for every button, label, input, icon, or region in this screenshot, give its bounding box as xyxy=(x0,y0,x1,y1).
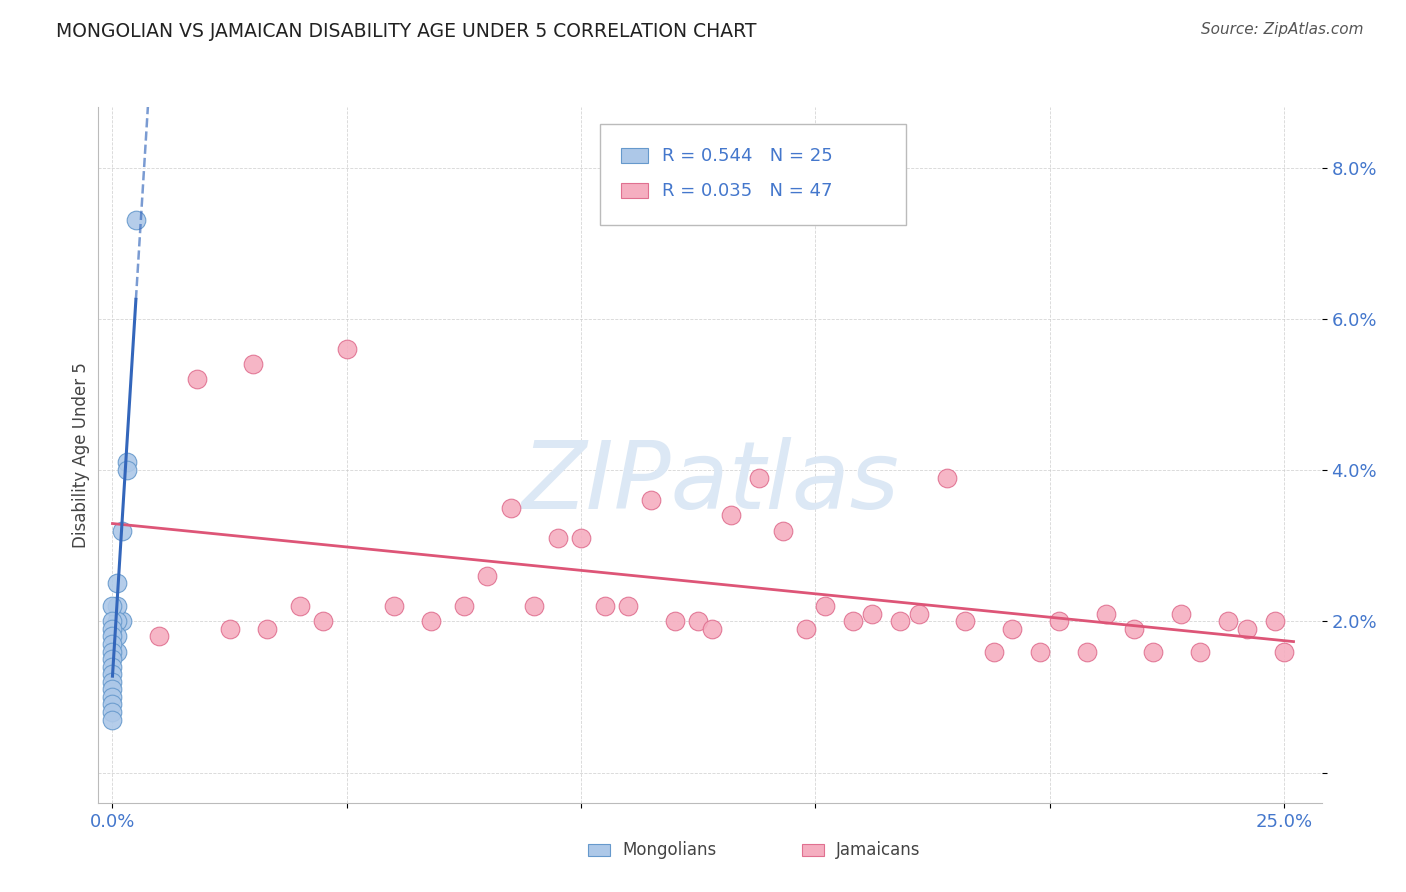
Point xyxy=(569,531,592,545)
Point xyxy=(1216,615,1239,629)
Point xyxy=(101,615,124,629)
Point xyxy=(288,599,311,614)
Point xyxy=(382,599,405,614)
Point xyxy=(889,615,911,629)
Point xyxy=(101,652,124,666)
Point xyxy=(1047,615,1070,629)
Point xyxy=(702,622,724,636)
Text: R = 0.035   N = 47: R = 0.035 N = 47 xyxy=(662,182,832,200)
Point xyxy=(101,705,124,719)
Point xyxy=(242,357,264,371)
Text: Mongolians: Mongolians xyxy=(621,841,716,859)
Point xyxy=(105,644,128,658)
Point xyxy=(101,682,124,697)
Point xyxy=(955,615,977,629)
Point xyxy=(1142,644,1164,658)
Point xyxy=(1236,622,1258,636)
Point xyxy=(1272,644,1295,658)
Point xyxy=(1001,622,1024,636)
Point xyxy=(101,629,124,643)
Point xyxy=(640,493,662,508)
Point xyxy=(148,629,170,643)
Point xyxy=(105,629,128,643)
Point xyxy=(105,576,128,591)
Point xyxy=(453,599,475,614)
Text: MONGOLIAN VS JAMAICAN DISABILITY AGE UNDER 5 CORRELATION CHART: MONGOLIAN VS JAMAICAN DISABILITY AGE UND… xyxy=(56,22,756,41)
Point xyxy=(547,531,569,545)
FancyBboxPatch shape xyxy=(620,148,648,163)
Point xyxy=(105,615,128,629)
Point xyxy=(101,659,124,673)
Point xyxy=(101,674,124,689)
Point xyxy=(1170,607,1192,621)
Point xyxy=(748,470,770,484)
Point xyxy=(593,599,616,614)
Point xyxy=(499,500,522,515)
Point xyxy=(218,622,240,636)
Point xyxy=(312,615,335,629)
Text: Jamaicans: Jamaicans xyxy=(837,841,921,859)
Point xyxy=(111,615,134,629)
Point xyxy=(983,644,1005,658)
Point xyxy=(794,622,817,636)
Point xyxy=(860,607,883,621)
Point xyxy=(101,644,124,658)
Point xyxy=(842,615,865,629)
Point xyxy=(664,615,686,629)
Point xyxy=(186,372,208,386)
Point xyxy=(256,622,278,636)
Point xyxy=(1188,644,1211,658)
Point xyxy=(105,599,128,614)
Point xyxy=(101,698,124,712)
Point xyxy=(1264,615,1286,629)
Point xyxy=(1029,644,1052,658)
Point xyxy=(720,508,742,523)
Point xyxy=(772,524,794,538)
Point xyxy=(115,463,138,477)
Point xyxy=(688,615,710,629)
Point xyxy=(101,622,124,636)
Point xyxy=(115,455,138,469)
Point xyxy=(814,599,837,614)
Point xyxy=(111,524,134,538)
Point xyxy=(617,599,640,614)
FancyBboxPatch shape xyxy=(620,183,648,198)
Point xyxy=(101,690,124,704)
Point xyxy=(935,470,957,484)
Point xyxy=(1076,644,1098,658)
Point xyxy=(523,599,546,614)
Point xyxy=(907,607,929,621)
Point xyxy=(420,615,443,629)
Point xyxy=(101,599,124,614)
Point xyxy=(125,213,148,227)
Point xyxy=(101,637,124,651)
Point xyxy=(101,713,124,727)
Point xyxy=(101,667,124,681)
Y-axis label: Disability Age Under 5: Disability Age Under 5 xyxy=(72,362,90,548)
Text: R = 0.544   N = 25: R = 0.544 N = 25 xyxy=(662,147,834,165)
Text: ZIPatlas: ZIPatlas xyxy=(522,437,898,528)
FancyBboxPatch shape xyxy=(801,844,824,856)
FancyBboxPatch shape xyxy=(600,124,905,226)
FancyBboxPatch shape xyxy=(588,844,610,856)
Point xyxy=(477,569,499,583)
Point xyxy=(1095,607,1118,621)
Point xyxy=(1123,622,1146,636)
Point xyxy=(336,342,359,356)
Text: Source: ZipAtlas.com: Source: ZipAtlas.com xyxy=(1201,22,1364,37)
